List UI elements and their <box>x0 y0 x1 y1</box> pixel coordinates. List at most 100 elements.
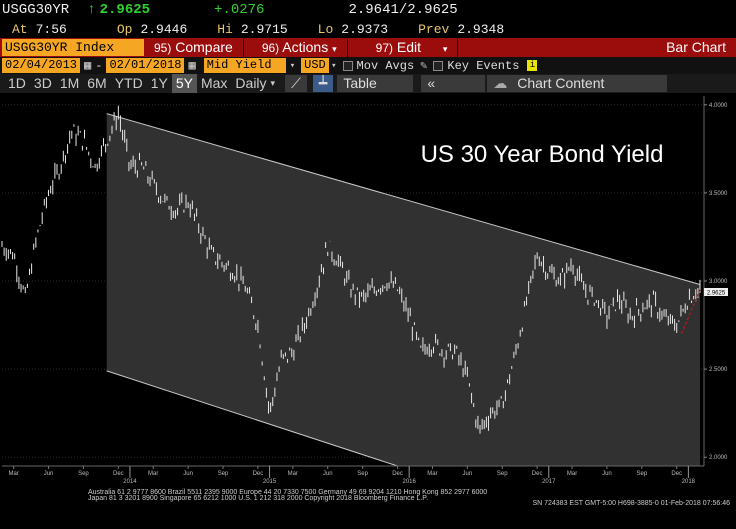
range-5y-button[interactable]: 5Y <box>171 74 197 93</box>
chevron-down-icon: ▾ <box>442 44 448 54</box>
collapse-button[interactable]: « <box>421 75 486 92</box>
key-events-checkbox[interactable] <box>433 60 444 71</box>
footer-line-3: SN 724383 EST GMT-5:00 H698-3885-0 01-Fe… <box>532 500 730 507</box>
x-month-label: Dec <box>113 471 124 477</box>
chevron-down-icon[interactable]: ▾ <box>289 60 296 71</box>
x-month-label: Dec <box>532 471 543 477</box>
x-axis: Mar Jun Sep Dec Mar Jun Sep Dec Mar Jun Sep Dec Mar J… <box>2 465 704 485</box>
end-date-input[interactable]: 02/01/2018 <box>106 58 185 73</box>
edit-button[interactable]: 97) Edit ▾ <box>366 38 459 57</box>
calendar-icon[interactable]: ▦ <box>188 59 196 73</box>
currency-select[interactable]: USD <box>301 58 330 73</box>
yield-chart[interactable]: US 30 Year Bond Yield 4.0000 3.5000 3.0000… <box>0 94 736 529</box>
cloud-icon: ☁ <box>493 75 508 91</box>
ticker: USGG30YR <box>2 2 70 18</box>
settings-bar: 02/04/2013 ▦ - 02/01/2018 ▦ Mid Yield ▾ … <box>0 57 736 74</box>
actions-label: Actions <box>282 39 329 55</box>
last-price: 2.9625 <box>99 2 151 18</box>
start-date-input[interactable]: 02/04/2013 <box>2 58 81 73</box>
key-events-label: Key Events <box>447 58 520 73</box>
channel-upper-line <box>106 113 701 286</box>
low-value: 2.9373 <box>341 21 389 37</box>
chevron-down-icon[interactable]: ▾ <box>270 78 276 88</box>
field-select[interactable]: Mid Yield <box>203 58 286 73</box>
x-month-label: Jun <box>44 471 54 477</box>
x-month-label: Sep <box>357 471 368 477</box>
calendar-icon[interactable]: ▦ <box>84 59 92 73</box>
x-year-label: 2015 <box>263 479 277 485</box>
range-3d-button[interactable]: 3D <box>33 75 52 91</box>
trend-channel <box>106 113 700 466</box>
line-chart-icon[interactable]: ⟋ <box>285 75 307 92</box>
x-year-label: 2016 <box>402 479 416 485</box>
chart-content-label: Chart Content <box>517 75 605 91</box>
currency-value: USD <box>304 58 326 72</box>
compare-button[interactable]: 95) Compare <box>144 38 244 57</box>
chart-content-button[interactable]: ☁ Chart Content <box>487 75 668 92</box>
prev-label: Prev <box>418 21 450 37</box>
x-month-label: Jun <box>602 471 612 477</box>
y-tick-label: 3.5000 <box>709 191 728 197</box>
x-month-label: Mar <box>148 471 158 477</box>
prev-value: 2.9348 <box>457 21 505 37</box>
high-label: Hi <box>217 21 233 37</box>
x-month-label: Jun <box>183 471 193 477</box>
compare-label: Compare <box>175 39 233 55</box>
compare-number: 95) <box>154 41 172 55</box>
y-tick-label: 2.5000 <box>709 367 728 373</box>
range-ytd-button[interactable]: YTD <box>114 75 143 91</box>
range-1y-button[interactable]: 1Y <box>150 75 168 91</box>
chart-title: US 30 Year Bond Yield <box>421 141 664 168</box>
recent-trend-line <box>680 289 701 335</box>
x-month-label: Mar <box>288 471 298 477</box>
chevron-down-icon[interactable]: ▾ <box>331 60 337 71</box>
x-month-label: Sep <box>497 471 508 477</box>
table-label: Table <box>343 75 377 91</box>
open-label: Op <box>116 21 133 37</box>
x-month-label: Jun <box>462 471 472 477</box>
date-separator: - <box>95 58 103 73</box>
frequency-select[interactable]: Daily <box>235 75 267 91</box>
range-6m-button[interactable]: 6M <box>87 75 107 91</box>
quote-time: 7:56 <box>35 21 67 37</box>
quote-line-2: At 7:56 Op 2.9446 Hi 2.9715 Lo 2.9373 Pr… <box>0 20 736 38</box>
edit-label: Edit <box>396 39 421 55</box>
y-axis: 4.0000 3.5000 3.0000 2.5000 2.0000 <box>703 96 728 466</box>
bar-chart-icon[interactable]: ┷ <box>312 75 334 92</box>
bid-ask: 2.9641/2.9625 <box>348 2 458 18</box>
x-month-label: Mar <box>8 471 18 477</box>
price-change: +.0276 <box>214 2 265 18</box>
last-value-tag: 2.9625 <box>704 288 728 297</box>
range-1d-button[interactable]: 1D <box>8 75 26 91</box>
x-month-label: Sep <box>218 471 229 477</box>
function-bar: USGG30YR Index 95) Compare 96) Actions ▾… <box>0 38 736 57</box>
x-month-label: Dec <box>253 471 264 477</box>
range-1m-button[interactable]: 1M <box>59 75 80 91</box>
y-tick-label: 2.0000 <box>709 455 728 461</box>
table-button[interactable]: Table <box>337 75 414 92</box>
x-year-label: 2017 <box>542 479 556 485</box>
security-input[interactable]: USGG30YR Index <box>2 39 144 56</box>
time-label: At <box>12 21 28 37</box>
mov-avgs-checkbox[interactable] <box>342 60 353 71</box>
chart-type-button[interactable]: Bar Chart <box>666 39 726 55</box>
x-month-label: Jun <box>323 471 333 477</box>
last-value-label: 2.9625 <box>707 291 726 297</box>
footer-line-1: Australia 61 2 9777 8600 Brazil 5511 239… <box>88 489 487 496</box>
high-value: 2.9715 <box>240 21 288 37</box>
x-month-label: Dec <box>671 471 682 477</box>
price-bars <box>1 105 701 434</box>
range-max-button[interactable]: Max <box>200 75 228 91</box>
toolbar: 1D 3D 1M 6M YTD 1Y 5Y Max Daily ▾ ⟋ ┷ Table « ☁… <box>0 74 736 93</box>
footer-line-2: Japan 81 3 3201 8900 Singapore 65 6212 1… <box>88 495 428 502</box>
edit-number: 97) <box>375 41 393 55</box>
range-buttons: 1D 3D 1M 6M YTD 1Y 5Y Max <box>4 74 231 93</box>
mov-avgs-label: Mov Avgs <box>356 58 415 73</box>
actions-number: 96) <box>261 41 280 55</box>
pencil-icon[interactable]: ✎ <box>420 59 428 73</box>
channel-lower-line <box>106 370 398 467</box>
info-icon[interactable]: i <box>527 60 538 71</box>
x-month-label: Sep <box>636 471 647 477</box>
x-month-label: Mar <box>567 471 577 477</box>
actions-button[interactable]: 96) Actions ▾ <box>252 38 348 57</box>
